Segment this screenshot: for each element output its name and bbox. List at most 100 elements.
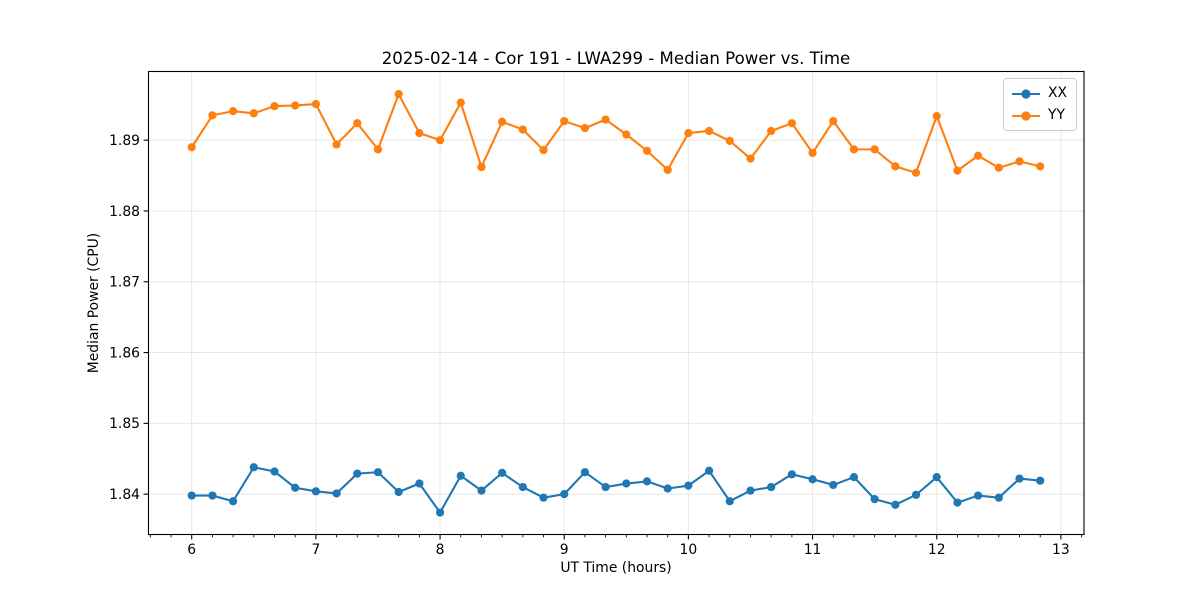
series-yy-point (560, 116, 569, 126)
series-yy-point (932, 112, 941, 121)
legend: XX YY (1003, 78, 1078, 131)
series-yy-point (580, 124, 590, 133)
series-yy-point (767, 126, 776, 136)
series-yy-point (663, 165, 672, 175)
series-xx-point (477, 486, 486, 495)
series-xx-point (311, 487, 320, 496)
series-xx-point (291, 483, 300, 492)
series-xx-point (808, 475, 817, 484)
series-yy-point (787, 119, 796, 128)
series-xx-point (560, 490, 569, 499)
series-xx-point (1015, 474, 1024, 483)
series-yy-point (829, 116, 838, 126)
series-xx-point (911, 490, 921, 499)
series-yy-point (415, 128, 424, 138)
series-xx-point (394, 487, 403, 497)
series-yy-point (332, 140, 341, 149)
series-yy-point (849, 145, 859, 154)
series-yy-point (249, 109, 258, 118)
series-yy-point (353, 119, 362, 128)
legend-marker-xx-icon (1012, 88, 1040, 99)
y-tick-label: 1.85 (109, 416, 140, 432)
x-tick-label: 13 (1052, 542, 1070, 558)
series-yy-point (498, 117, 507, 126)
series-xx-point (622, 479, 631, 488)
series-xx-point (456, 471, 465, 480)
y-tick-label: 1.87 (109, 275, 140, 291)
series-xx-point (1036, 476, 1045, 485)
series-xx-point (829, 480, 838, 490)
series-yy-point (725, 136, 734, 145)
y-axis-label: Median Power (CPU) (86, 232, 103, 374)
series-xx-point (601, 482, 610, 492)
legend-label-xx: XX (1048, 84, 1068, 101)
series-xx-point (208, 491, 217, 500)
series-xx-point (353, 469, 362, 478)
series-yy-point (911, 168, 921, 177)
series-xx-point (953, 498, 962, 507)
series-yy-point (228, 107, 238, 116)
x-tick-label: 12 (928, 542, 946, 558)
x-tick-label: 9 (560, 542, 569, 558)
plot-border (147, 70, 1085, 536)
legend-item-yy: YY (1011, 106, 1067, 125)
series-xx-point (270, 467, 279, 476)
series-xx-point (580, 468, 590, 477)
series-yy-point (601, 115, 610, 124)
series-xx-point (249, 463, 258, 472)
series-xx-point (974, 491, 983, 500)
x-tick-label: 6 (187, 542, 196, 558)
x-tick-label: 7 (311, 542, 320, 558)
series-yy-point (291, 101, 300, 110)
legend-label-yy: YY (1048, 106, 1065, 123)
series-yy-point (953, 166, 962, 175)
series-xx-point (767, 482, 776, 492)
series-yy-point (311, 99, 320, 109)
series-yy-point (394, 90, 403, 99)
x-tick-label: 11 (804, 542, 822, 558)
y-tick-label: 1.86 (109, 345, 140, 361)
series-yy-point (642, 146, 652, 155)
legend-item-xx: XX (1011, 84, 1067, 103)
x-tick-label: 8 (436, 542, 445, 558)
series-xx-point (373, 468, 383, 477)
series-yy-point (270, 102, 279, 111)
series-yy-point (187, 143, 196, 152)
y-tick-label: 1.88 (109, 204, 140, 220)
series-yy-point (746, 154, 755, 163)
series-xx-point (498, 468, 507, 478)
series-yy-point (435, 136, 445, 145)
series-xx-point (518, 482, 527, 492)
series-xx-point (787, 470, 796, 479)
series-xx-point (415, 479, 424, 488)
series-yy-point (704, 126, 714, 136)
series-xx-point (228, 497, 238, 506)
series-yy-point (994, 163, 1003, 172)
series-yy-point (539, 145, 548, 155)
series-yy-point (518, 125, 527, 134)
series-yy-point (870, 145, 879, 154)
series-yy-point (891, 162, 900, 171)
series-xx-point (932, 473, 941, 482)
series-xx-point (539, 493, 548, 502)
legend-marker-yy-icon (1012, 110, 1040, 121)
series-xx-point (704, 466, 714, 475)
series-xx-point (725, 497, 734, 506)
series-yy-point (974, 151, 983, 160)
series-xx-point (642, 477, 652, 486)
series-yy-point (456, 98, 465, 107)
series-yy-point (808, 148, 817, 158)
y-tick-label: 1.89 (109, 133, 140, 149)
y-tick-label: 1.84 (109, 487, 140, 503)
series-yy-point (622, 130, 631, 139)
series-yy-point (477, 162, 486, 172)
series-yy-point (684, 128, 693, 138)
series-xx-point (849, 473, 859, 482)
series-yy-point (373, 145, 383, 154)
chart-title: 2025-02-14 - Cor 191 - LWA299 - Median P… (381, 49, 851, 68)
series-xx-point (891, 500, 900, 509)
series-xx-point (870, 495, 879, 504)
series-yy-point (208, 111, 217, 120)
